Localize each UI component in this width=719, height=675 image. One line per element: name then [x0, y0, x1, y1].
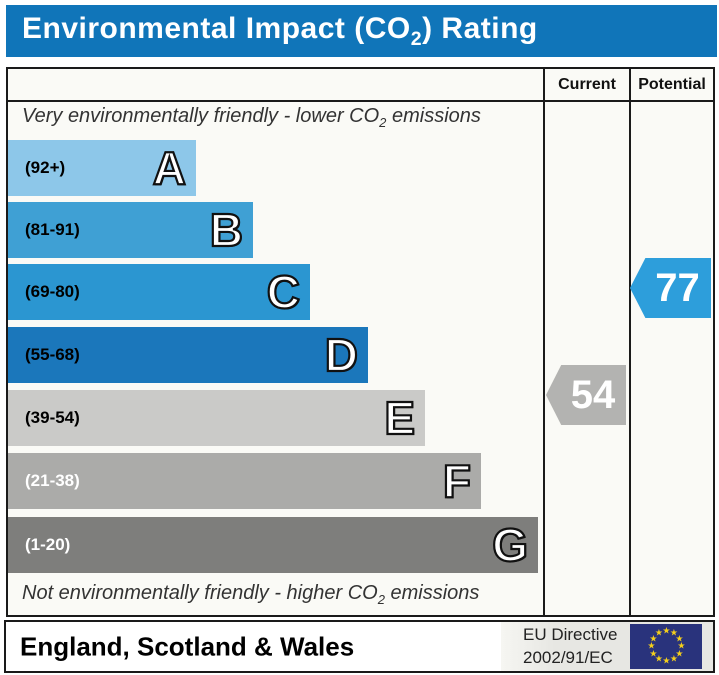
eu-flag-star: ★ [669, 627, 679, 638]
eu-flag-star: ★ [654, 653, 664, 664]
band-letter: G [491, 519, 529, 571]
header-underline [8, 100, 713, 102]
eu-directive-label: EU Directive 2002/91/EC [523, 624, 617, 670]
eu-flag-star: ★ [647, 640, 656, 651]
band-range-label: (92+) [25, 158, 66, 177]
column-header-current: Current [558, 75, 616, 93]
eu-flag-star: ★ [649, 648, 658, 658]
band-range-label: (21-38) [25, 471, 80, 490]
band-range-label: (55-68) [25, 345, 80, 364]
footer: England, Scotland & Wales EU Directive 2… [4, 620, 715, 673]
band-range-label: (39-54) [25, 408, 80, 427]
band-letter: E [383, 392, 416, 444]
eu-flag-star: ★ [662, 625, 671, 636]
eu-flag-star: ★ [649, 633, 658, 643]
eu-flag-star: ★ [662, 655, 671, 666]
band-range-label: (69-80) [25, 282, 80, 301]
band-letter: D [324, 329, 359, 381]
band-f: (21-38) F [8, 453, 481, 509]
band-b: (81-91) B [8, 202, 253, 258]
eu-flag-star: ★ [675, 648, 684, 658]
column-header-potential: Potential [638, 75, 706, 93]
region-label: England, Scotland & Wales [20, 631, 355, 661]
chart-title-bar: Environmental Impact (CO2) Rating [6, 5, 717, 57]
bottom-note: Not environmentally friendly - higher CO… [22, 582, 480, 607]
band-letter: A [152, 142, 187, 194]
potential-rating-value: 77 [655, 265, 700, 310]
band-range-label: (1-20) [25, 535, 71, 554]
eu-directive-line2: 2002/91/EC [523, 647, 613, 667]
potential-rating-arrow: 77 [630, 258, 711, 318]
eu-flag-star: ★ [669, 653, 679, 664]
top-note: Very environmentally friendly - lower CO… [22, 105, 481, 130]
current-rating-value: 54 [570, 372, 616, 417]
eu-flag-icon: ★ ★ ★ ★ ★ ★ ★ ★ ★ ★ ★ ★ [630, 624, 703, 669]
band-c: (69-80) C [8, 264, 310, 320]
eu-flag-star: ★ [654, 627, 664, 638]
page-title: Environmental Impact (CO2) Rating [22, 11, 538, 50]
band-letter: F [442, 455, 472, 507]
band-letter: C [266, 266, 301, 318]
footer-directive-section: EU Directive 2002/91/EC ★ ★ ★ ★ ★ ★ ★ ★ ★ ★ ★ ★ [501, 622, 713, 671]
bands-container: (92+) A (81-91) B (69-80) C (55-68) D (39-54) E (2… [8, 69, 713, 615]
eu-directive-line1: EU Directive [523, 624, 618, 644]
eu-flag-star: ★ [677, 640, 686, 651]
rating-table: Current Potential Very environmentally f… [6, 67, 715, 617]
column-divider-current [543, 69, 545, 615]
band-e: (39-54) E [8, 390, 425, 446]
band-d: (55-68) D [8, 327, 368, 383]
band-letter: B [209, 204, 244, 256]
eu-flag-star: ★ [675, 633, 684, 643]
band-a: (92+) A [8, 140, 196, 196]
column-divider-potential [629, 69, 631, 615]
band-g: (1-20) G [8, 517, 538, 573]
band-range-label: (81-91) [25, 220, 80, 239]
current-rating-arrow: 54 [546, 365, 626, 425]
